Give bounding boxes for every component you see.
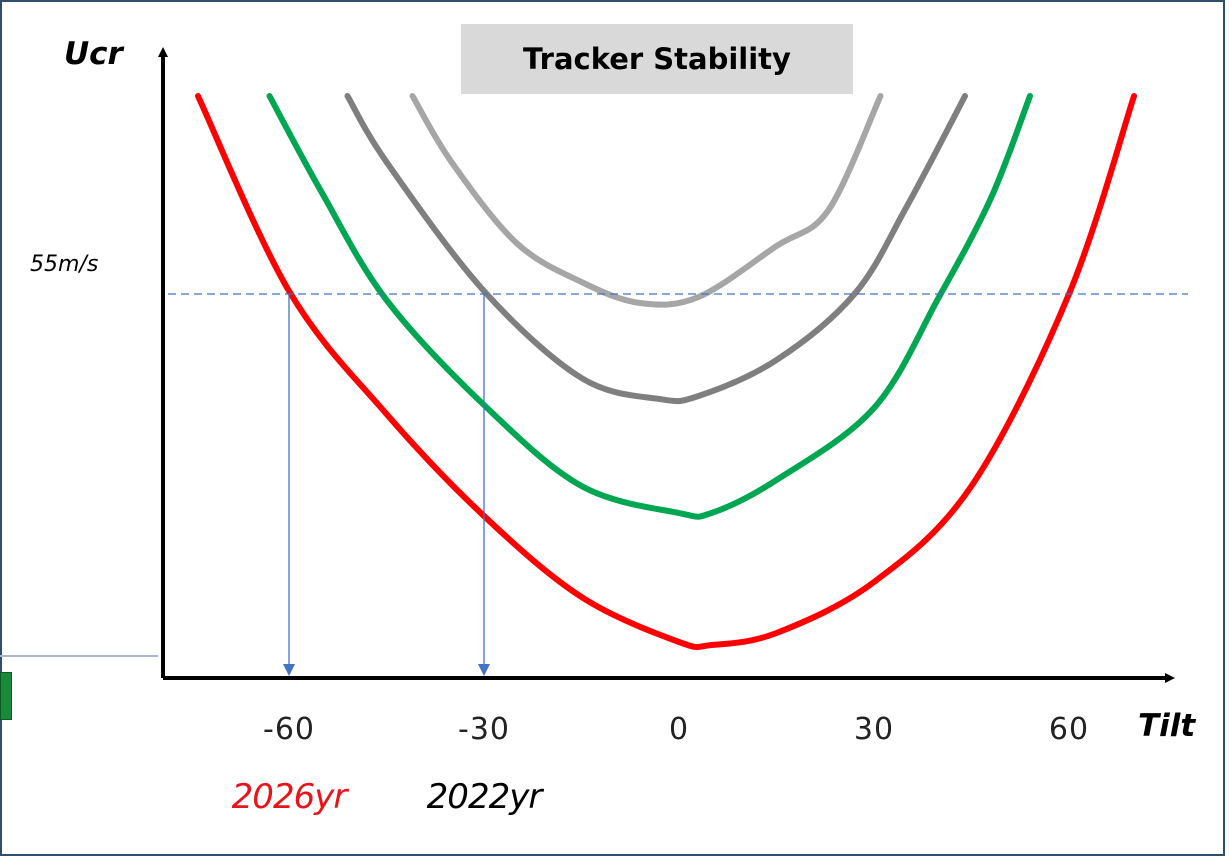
x-tick-label: 60 [1048, 712, 1090, 747]
stability-curve-1 [266, 93, 1033, 520]
x-tick-label: -30 [458, 712, 510, 747]
stability-curve-0 [195, 93, 1137, 651]
y-axis-label: Ucr [64, 36, 123, 72]
side-tab [0, 672, 12, 720]
stability-curve-3 [409, 93, 884, 308]
year-marker-label: 2026yr [231, 777, 348, 817]
reference-line-label: 55m/s [30, 252, 99, 277]
chart-title-box: Tracker Stability [461, 24, 853, 94]
stability-curve-2 [344, 93, 968, 405]
chart-title: Tracker Stability [523, 42, 791, 76]
x-tick-label: 30 [853, 712, 895, 747]
year-marker-label: 2022yr [426, 777, 543, 817]
x-tick-label: 0 [668, 712, 690, 747]
side-divider [0, 655, 158, 657]
x-axis-label: Tilt [1138, 708, 1196, 744]
x-tick-label: -60 [263, 712, 315, 747]
